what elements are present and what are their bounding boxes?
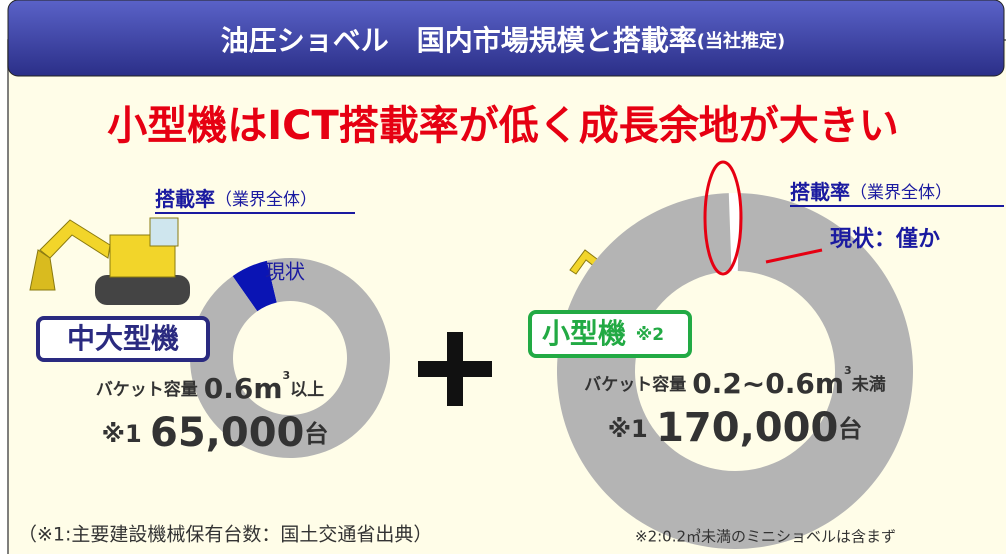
capacity-label: バケット容量 bbox=[96, 379, 198, 400]
segment-label: 中大型機 bbox=[67, 322, 179, 355]
count-note: ※1 bbox=[608, 415, 648, 443]
footnote: （※1:主要建設機械保有台数：国土交通省出典） bbox=[18, 524, 432, 546]
count-unit: 台 bbox=[304, 420, 328, 448]
slide: 油圧ショベル 国内市場規模と搭載率(当社推定) 小型機はICT搭載率が低く成長余… bbox=[0, 0, 1006, 554]
rate-title: 搭載率（業界全体） bbox=[155, 187, 317, 211]
count-note: ※1 bbox=[102, 420, 142, 448]
slice-label: 現状 bbox=[265, 260, 305, 284]
slice-label: 現状：僅か bbox=[830, 227, 940, 252]
count-unit: 台 bbox=[838, 415, 862, 443]
plus-sign bbox=[447, 332, 463, 406]
capacity-unit: 3 bbox=[283, 369, 291, 382]
capacity-size: 0.6m bbox=[204, 372, 283, 405]
rate-subtitle: （業界全体） bbox=[215, 190, 317, 210]
rate-title-text: 搭載率 bbox=[790, 180, 850, 204]
count-value: 170,000 bbox=[656, 405, 838, 451]
headline: 小型機はICT搭載率が低く成長余地が大きい bbox=[107, 103, 899, 149]
count-value: 65,000 bbox=[150, 410, 304, 456]
capacity-range: 未満 bbox=[851, 374, 886, 395]
header-note: (当社推定) bbox=[697, 30, 785, 52]
footnote: ※2:0.2㎥未満のミニショベルは含まず bbox=[635, 528, 896, 546]
header-title-text: 油圧ショベル 国内市場規模と搭載率 bbox=[221, 24, 697, 57]
segment-note: ※2 bbox=[636, 325, 664, 345]
capacity-size: 0.2~0.6m bbox=[692, 367, 844, 400]
capacity-unit: 3 bbox=[844, 364, 852, 377]
rate-subtitle: （業界全体） bbox=[850, 183, 952, 203]
rate-title-text: 搭載率 bbox=[155, 187, 215, 211]
rate-title: 搭載率（業界全体） bbox=[790, 180, 952, 204]
capacity-range: 以上 bbox=[290, 380, 324, 400]
capacity-label: バケット容量 bbox=[584, 374, 686, 395]
segment-label-text: 小型機 bbox=[542, 317, 626, 350]
